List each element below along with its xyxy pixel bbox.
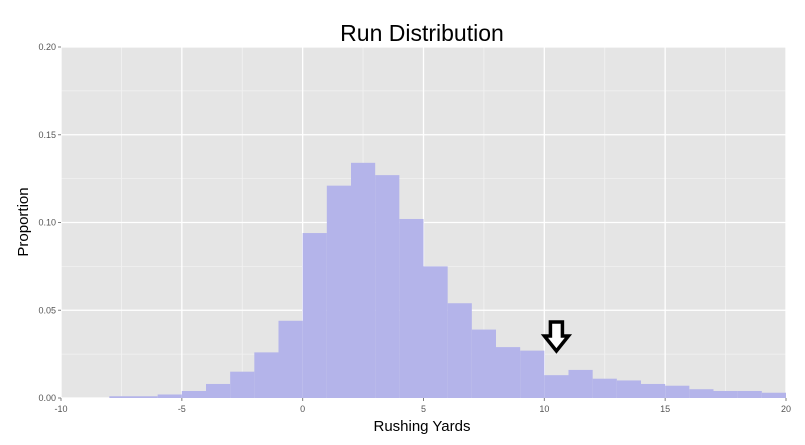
histogram-bar xyxy=(375,175,400,398)
histogram-bar xyxy=(447,303,472,398)
y-tick-label: 0.20 xyxy=(38,42,56,52)
histogram-bar xyxy=(616,380,641,398)
histogram-bar xyxy=(206,383,231,398)
histogram-bar xyxy=(230,371,255,398)
histogram-bar xyxy=(157,394,182,398)
histogram-bars xyxy=(109,162,786,398)
histogram-bar xyxy=(351,162,376,398)
y-tick-label: 0.10 xyxy=(38,218,56,228)
x-tick-label: 20 xyxy=(781,404,791,414)
histogram-bar xyxy=(278,320,303,398)
y-tick-label: 0.15 xyxy=(38,130,56,140)
histogram-bar xyxy=(665,385,690,398)
histogram-bar xyxy=(761,392,786,398)
x-tick-label: 5 xyxy=(421,404,426,414)
histogram-bar xyxy=(399,218,424,398)
histogram-bar xyxy=(302,233,327,398)
x-axis-label: Rushing Yards xyxy=(373,418,470,435)
histogram-bar xyxy=(496,347,521,398)
y-axis-label: Proportion xyxy=(15,187,32,256)
histogram-bar xyxy=(109,396,134,398)
annotation-layer xyxy=(540,320,573,354)
histogram-bar xyxy=(133,396,158,398)
y-axis-ticks: 0.00 0.05 0.10 0.15 0.20 xyxy=(38,42,61,403)
x-tick-label: 0 xyxy=(300,404,305,414)
x-tick-label: 10 xyxy=(539,404,549,414)
histogram-bar xyxy=(423,266,448,398)
x-tick-label: -10 xyxy=(54,404,67,414)
histogram-bar xyxy=(592,378,617,398)
histogram-bar xyxy=(737,390,762,398)
y-tick-label: 0.00 xyxy=(38,393,56,403)
histogram-bar xyxy=(471,329,496,398)
x-axis-ticks: -10 -5 0 5 10 15 20 xyxy=(54,398,791,414)
histogram-bar xyxy=(181,390,206,398)
histogram-bar xyxy=(641,383,666,398)
histogram-bar xyxy=(326,185,351,398)
histogram-bar xyxy=(254,352,279,398)
histogram-bar xyxy=(568,369,593,398)
chart-title: Run Distribution xyxy=(340,20,504,46)
x-tick-label: 15 xyxy=(660,404,670,414)
histogram-bar xyxy=(713,390,738,398)
histogram-bar xyxy=(520,350,545,398)
down-arrow-icon xyxy=(540,320,573,354)
histogram-bar xyxy=(544,375,569,398)
y-tick-label: 0.05 xyxy=(38,305,56,315)
histogram-bar xyxy=(689,389,714,398)
x-tick-label: -5 xyxy=(178,404,186,414)
